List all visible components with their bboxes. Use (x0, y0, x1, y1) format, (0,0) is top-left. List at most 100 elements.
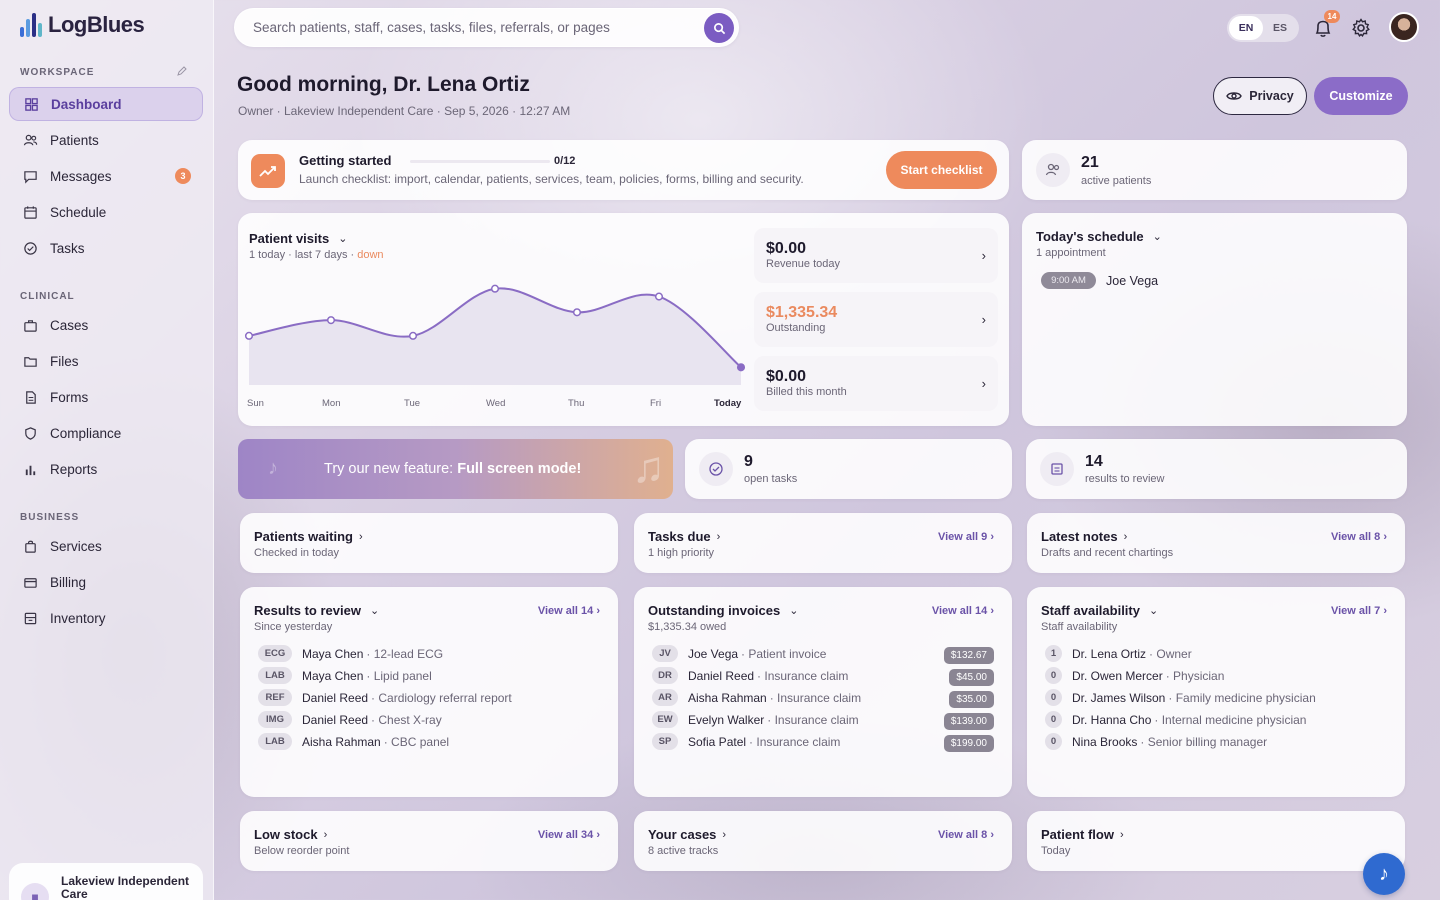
list-item[interactable]: 0 Dr. James Wilson · Family medicine physi… (1045, 689, 1316, 706)
view-all-invoices-link[interactable]: View all 14 › (931, 605, 994, 617)
eye-icon (1226, 92, 1243, 100)
check-circle-icon (699, 452, 733, 486)
sidebar-item-forms[interactable]: Forms (9, 380, 203, 414)
chevron-right-icon: › (722, 828, 727, 841)
your-cases-header[interactable]: Your cases › (648, 827, 726, 842)
visits-point[interactable] (326, 316, 336, 325)
outstanding-card[interactable]: $1,335.34 Outstanding › (754, 292, 998, 347)
user-avatar[interactable] (1389, 12, 1419, 42)
chevron-right-icon: › (716, 530, 721, 543)
view-all-stock-link[interactable]: View all 34 › (537, 829, 600, 841)
visits-trend: down (357, 249, 384, 261)
schedule-header[interactable]: Today's schedule ⌄ (1036, 229, 1162, 244)
sidebar-item-tasks[interactable]: Tasks (9, 231, 203, 265)
sidebar-item-dashboard[interactable]: Dashboard (9, 87, 203, 121)
chevron-down-icon: ⌄ (1152, 231, 1162, 243)
clipboard-icon (1040, 452, 1074, 486)
sidebar-item-inventory[interactable]: Inventory (9, 601, 203, 635)
card-icon (22, 574, 38, 590)
sidebar-item-compliance[interactable]: Compliance (9, 416, 203, 450)
list-item[interactable]: EW Evelyn Walker · Insurance claim (652, 711, 859, 728)
visits-point[interactable] (408, 331, 418, 340)
sidebar-item-label: Inventory (50, 610, 106, 626)
tasks-due-header[interactable]: Tasks due › (648, 529, 720, 544)
list-item[interactable]: LAB Aisha Rahman · CBC panel (258, 733, 449, 750)
list-item[interactable]: 1 Dr. Lena Ortiz · Owner (1045, 645, 1192, 662)
billed-month-card[interactable]: $0.00 Billed this month › (754, 356, 998, 411)
sidebar-item-patients[interactable]: Patients (9, 123, 203, 157)
list-item[interactable]: ECG Maya Chen · 12-lead ECG (258, 645, 443, 662)
grid-icon (23, 96, 39, 112)
low-stock-header[interactable]: Low stock › (254, 827, 327, 842)
sidebar-item-files[interactable]: Files (9, 344, 203, 378)
pencil-icon[interactable] (177, 66, 187, 76)
sidebar-item-services[interactable]: Services (9, 529, 203, 563)
patient-visits-card: Patient visits ⌄ 1 today · last 7 days ·… (238, 213, 1009, 426)
getting-started-title: Getting started (299, 153, 392, 168)
results-header[interactable]: Results to review ⌄ (254, 603, 379, 618)
invoices-header[interactable]: Outstanding invoices ⌄ (648, 603, 798, 618)
sidebar-item-billing[interactable]: Billing (9, 565, 203, 599)
staff-header[interactable]: Staff availability ⌄ (1041, 603, 1158, 618)
view-all-cases-link[interactable]: View all 8 › (937, 829, 994, 841)
latest-notes-title: Latest notes (1041, 529, 1118, 544)
search-input[interactable] (253, 20, 693, 35)
view-all-notes-link[interactable]: View all 8 › (1330, 531, 1387, 543)
list-item[interactable]: 0 Dr. Owen Mercer · Physician (1045, 667, 1224, 684)
list-item[interactable]: JV Joe Vega · Patient invoice (652, 645, 826, 662)
schedule-title: Today's schedule (1036, 229, 1144, 244)
sidebar-item-cases[interactable]: Cases (9, 308, 203, 342)
lang-es-button[interactable]: ES (1272, 22, 1287, 34)
visits-point[interactable] (572, 308, 582, 317)
document-icon (22, 389, 38, 405)
sidebar-item-messages[interactable]: Messages 3 (9, 159, 203, 193)
visits-point[interactable] (490, 284, 500, 293)
customize-button[interactable]: Customize (1314, 77, 1408, 115)
latest-notes-header[interactable]: Latest notes › (1041, 529, 1127, 544)
music-player-button[interactable]: ♪ (1363, 853, 1405, 895)
money-label: Outstanding (766, 322, 826, 334)
logo[interactable]: LogBlues (20, 12, 145, 38)
chevron-down-icon: ⌄ (369, 605, 380, 617)
promo-banner[interactable]: ♪ Try our new feature: Full screen mode!… (238, 439, 673, 499)
list-item[interactable]: DR Daniel Reed · Insurance claim (652, 667, 848, 684)
logo-icon (20, 13, 42, 37)
list-item[interactable]: 0 Nina Brooks · Senior billing manager (1045, 733, 1267, 750)
visits-point[interactable] (244, 331, 254, 340)
privacy-button[interactable]: Privacy (1213, 77, 1307, 115)
sidebar-item-label: Messages (50, 168, 112, 184)
getting-started-desc: Launch checklist: import, calendar, pati… (299, 172, 804, 186)
visits-point[interactable] (736, 363, 746, 372)
revenue-today-card[interactable]: $0.00 Revenue today › (754, 228, 998, 283)
visits-area (249, 288, 741, 385)
chevron-down-icon: ⌄ (789, 605, 799, 617)
view-all-results-link[interactable]: View all 14 › (537, 605, 600, 617)
open-tasks-card[interactable]: 9 open tasks (685, 439, 1012, 499)
gear-icon[interactable] (1350, 17, 1372, 39)
search-button[interactable] (704, 13, 734, 43)
results-review-card[interactable]: 14 results to review (1026, 439, 1407, 499)
list-item[interactable]: REF Daniel Reed · Cardiology referral repo… (258, 689, 512, 706)
lang-en-button[interactable]: EN (1229, 16, 1263, 40)
bell-icon[interactable] (1312, 17, 1334, 39)
visits-point[interactable] (654, 292, 664, 301)
org-switcher[interactable]: ■ Lakeview Independent Care (9, 863, 203, 900)
sidebar-item-schedule[interactable]: Schedule (9, 195, 203, 229)
list-item[interactable]: AR Aisha Rahman · Insurance claim (652, 689, 861, 706)
view-all-staff-link[interactable]: View all 7 › (1330, 605, 1387, 617)
latest-notes-sub: Drafts and recent chartings (1041, 547, 1174, 559)
active-patients-card[interactable]: 21 active patients (1022, 140, 1407, 200)
patient-flow-header[interactable]: Patient flow › (1041, 827, 1124, 842)
privacy-label: Privacy (1249, 89, 1294, 103)
list-item[interactable]: LAB Maya Chen · Lipid panel (258, 667, 432, 684)
start-checklist-button[interactable]: Start checklist (886, 151, 997, 189)
patients-waiting-header[interactable]: Patients waiting › (254, 529, 363, 544)
patient-visits-header[interactable]: Patient visits ⌄ (249, 231, 347, 246)
appointment-item[interactable]: 9:00 AM Joe Vega (1041, 272, 1158, 289)
promo-bold: Full screen mode! (457, 461, 582, 477)
list-item[interactable]: IMG Daniel Reed · Chest X-ray (258, 711, 442, 728)
view-all-tasks-link[interactable]: View all 9 › (937, 531, 994, 543)
sidebar-item-reports[interactable]: Reports (9, 452, 203, 486)
list-item[interactable]: SP Sofia Patel · Insurance claim (652, 733, 840, 750)
list-item[interactable]: 0 Dr. Hanna Cho · Internal medicine physic… (1045, 711, 1306, 728)
